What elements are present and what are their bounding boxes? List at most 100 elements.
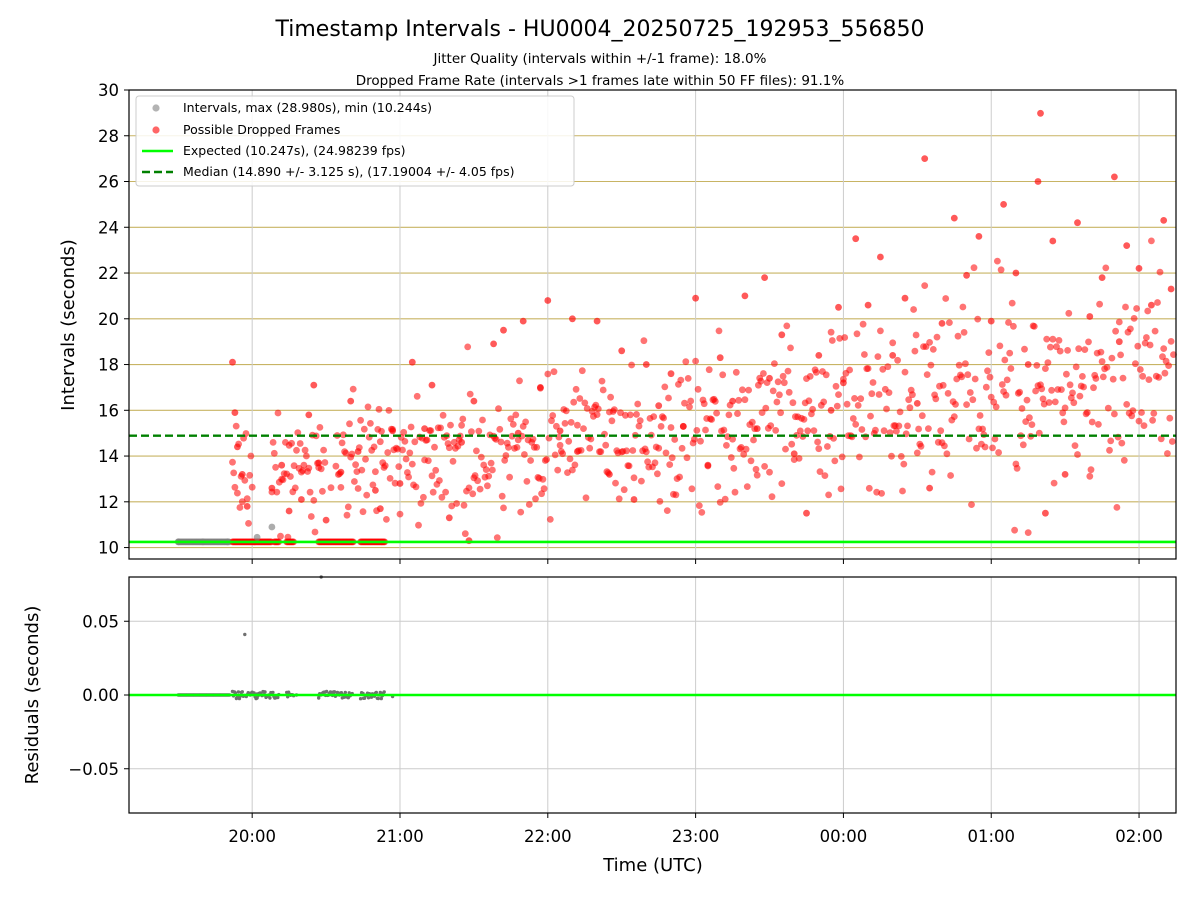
dropped-frame-point <box>877 327 884 335</box>
dropped-frame-point <box>864 365 872 372</box>
dropped-frame-point <box>796 427 804 435</box>
dropped-frame-point <box>745 386 752 394</box>
dropped-frame-point <box>407 423 415 431</box>
dropped-frame-point <box>1107 437 1115 445</box>
dropped-frame-point <box>761 463 768 470</box>
dropped-frame-point <box>540 485 548 493</box>
dropped-frame-point <box>769 387 777 395</box>
dropped-frame-point <box>234 443 241 451</box>
dropped-frame-point <box>723 442 730 449</box>
dropped-frame-point <box>1043 335 1051 343</box>
dropped-frame-point <box>1160 345 1168 352</box>
dropped-frame-point <box>634 400 642 408</box>
dropped-frame-point <box>1030 323 1038 330</box>
dropped-frame-point <box>1008 299 1016 307</box>
dropped-frame-point <box>683 454 691 462</box>
dropped-frame-point <box>878 490 885 497</box>
dropped-frame-point <box>771 360 778 367</box>
dropped-frame-point <box>565 437 573 445</box>
dropped-frame-point <box>306 488 314 496</box>
dropped-frame-point <box>874 353 882 360</box>
dropped-frame-point <box>378 427 385 435</box>
dropped-frame-point <box>970 264 978 272</box>
dropped-frame-point <box>1098 274 1106 281</box>
dropped-frame-point <box>986 373 994 381</box>
dropped-frame-point <box>655 444 663 452</box>
dropped-frame-point <box>773 398 781 406</box>
dropped-frame-point <box>997 266 1005 274</box>
dropped-frame-point <box>321 459 329 466</box>
dropped-frame-point <box>833 402 841 410</box>
dropped-frame-point <box>901 294 909 302</box>
residual-point <box>268 696 272 700</box>
dropped-frame-point <box>1138 409 1145 416</box>
dropped-frame-point <box>642 448 650 456</box>
dropped-frame-point <box>1066 381 1074 389</box>
dropped-frame-point <box>497 438 505 446</box>
dropped-frame-point <box>969 396 977 404</box>
dropped-frame-point <box>1088 418 1096 426</box>
dropped-frame-point <box>852 421 860 428</box>
dropped-frame-point <box>778 331 786 339</box>
dropped-frame-point <box>346 420 353 428</box>
dropped-frame-point <box>994 257 1001 265</box>
dropped-frame-point <box>533 443 541 451</box>
dropped-frame-point <box>391 479 399 487</box>
dropped-frame-point <box>816 468 824 475</box>
dropped-frame-point <box>989 444 996 452</box>
dropped-frame-point <box>296 440 304 447</box>
dropped-frame-point <box>566 455 574 463</box>
dropped-frame-point <box>231 409 239 416</box>
legend-intervals-label: Intervals, max (28.980s), min (10.244s) <box>183 100 432 115</box>
dropped-frame-point <box>767 422 775 429</box>
dropped-frame-point <box>1133 305 1140 312</box>
dropped-frame-point <box>1024 529 1032 536</box>
dropped-frame-point <box>593 317 601 325</box>
x-tick-label: 01:00 <box>967 827 1015 846</box>
dropped-frame-point <box>301 446 309 454</box>
dropped-frame-point <box>1108 354 1116 362</box>
dropped-frame-point <box>358 466 366 474</box>
y-tick-label: 10 <box>98 539 119 558</box>
dropped-frame-point <box>758 409 766 416</box>
dropped-frame-point <box>337 484 345 491</box>
dropped-frame-point <box>1155 374 1163 381</box>
residual-point <box>379 696 383 701</box>
dropped-frame-point <box>687 397 695 405</box>
dropped-frame-point <box>729 397 736 405</box>
dropped-frame-point <box>307 513 315 520</box>
dropped-frame-point <box>889 339 897 347</box>
dropped-frame-point <box>825 491 832 499</box>
dropped-frame-point <box>1045 399 1053 406</box>
dropped-frame-point <box>1086 472 1094 480</box>
dropped-frame-point <box>657 423 665 430</box>
dropped-frame-point <box>293 446 300 454</box>
dropped-frame-point <box>895 422 903 430</box>
dropped-frame-point <box>667 370 675 378</box>
dropped-frame-point <box>474 477 481 485</box>
dropped-frame-point <box>1104 404 1112 412</box>
dropped-frame-point <box>417 500 425 507</box>
dropped-frame-point <box>1060 418 1068 426</box>
dropped-frame-point <box>1039 395 1047 403</box>
dropped-frame-point <box>926 339 933 346</box>
dropped-frame-point <box>971 375 979 383</box>
dropped-frame-point <box>1132 360 1139 368</box>
dropped-frame-point <box>1047 343 1054 351</box>
dropped-frame-point <box>1139 372 1147 380</box>
dropped-frame-point <box>332 462 340 470</box>
dropped-frame-point <box>1042 509 1049 517</box>
dropped-frame-point <box>879 365 887 373</box>
dropped-frame-point <box>938 320 946 327</box>
dropped-frame-point <box>1001 356 1009 364</box>
dropped-frame-point <box>285 507 293 515</box>
dropped-frame-point <box>317 465 325 473</box>
dropped-frame-point <box>1096 300 1103 308</box>
dropped-frame-point <box>650 413 658 420</box>
dropped-frame-point <box>352 461 359 469</box>
dropped-frame-point <box>852 235 860 243</box>
dropped-frame-point <box>913 449 921 457</box>
dropped-frame-point <box>360 425 368 433</box>
dropped-frame-point <box>459 415 467 423</box>
dropped-frame-point <box>1021 345 1028 353</box>
